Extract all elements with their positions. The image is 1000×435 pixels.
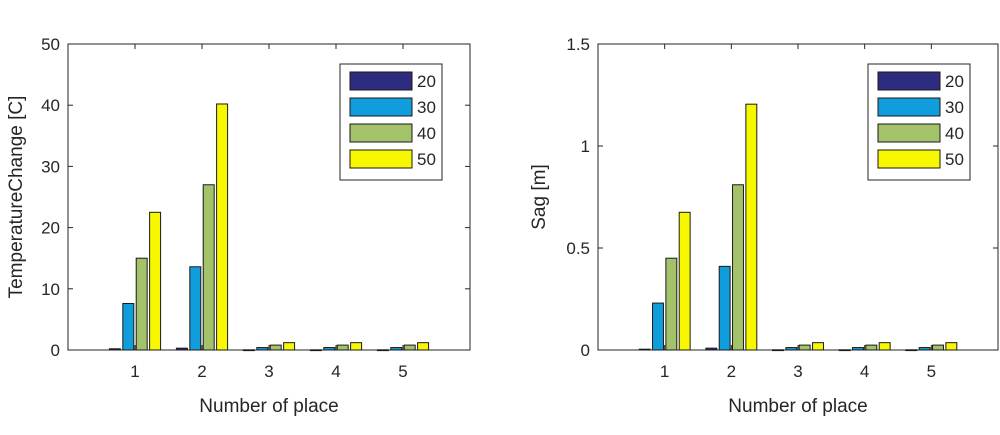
bar-series-30-cat-2 — [189, 266, 202, 351]
legend: 20 30 40 50 — [867, 63, 971, 181]
bar-series-30-cat-5 — [918, 347, 931, 351]
legend-label-50: 50 — [417, 150, 436, 169]
bar-series-50-cat-5 — [417, 342, 430, 351]
bar-series-20-cat-3 — [242, 349, 255, 352]
bar-series-20-cat-3 — [772, 349, 784, 352]
legend-label-20: 20 — [417, 72, 436, 91]
y-tick-label: 10 — [41, 280, 60, 299]
bar-series-50-cat-4 — [350, 342, 363, 351]
bar-series-30-cat-2 — [718, 265, 731, 351]
legend-swatch-50 — [349, 149, 413, 169]
bar-series-40-cat-5 — [403, 344, 416, 351]
x-tick-label: 1 — [130, 362, 139, 381]
bar-series-50-cat-4 — [878, 342, 891, 351]
x-tick-label: 1 — [660, 362, 669, 381]
y-tick-label: 20 — [41, 219, 60, 238]
x-tick-label: 4 — [331, 362, 340, 381]
bar-series-40-cat-1 — [135, 257, 148, 351]
legend: 20 30 40 50 — [339, 63, 443, 181]
bar-series-50-cat-1 — [149, 211, 162, 351]
legend-label-30: 30 — [945, 98, 964, 117]
bars — [638, 103, 958, 352]
bar-series-40-cat-2 — [732, 184, 744, 351]
bar-series-40-cat-4 — [865, 344, 878, 351]
y-tick-label: 1.5 — [566, 35, 590, 54]
legend-swatch-20 — [877, 71, 941, 91]
bar-series-20-cat-4 — [838, 349, 851, 352]
x-tick-label: 5 — [927, 362, 936, 381]
bar-series-50-cat-2 — [745, 103, 758, 351]
x-axis-label: Number of place — [199, 396, 338, 417]
legend-swatch-40 — [349, 123, 413, 143]
y-tick-label: 0 — [51, 341, 60, 360]
legend-swatch-20 — [349, 71, 413, 91]
x-tick-label: 5 — [398, 362, 407, 381]
bar-series-20-cat-1 — [108, 348, 121, 351]
bar-series-30-cat-4 — [852, 347, 864, 351]
y-axis-label: TemperatureChange [C] — [6, 96, 27, 299]
bars — [108, 103, 430, 352]
legend-swatch-30 — [877, 97, 941, 117]
x-tick-label: 3 — [264, 362, 273, 381]
legend-label-50: 50 — [945, 150, 964, 169]
bar-series-50-cat-5 — [945, 342, 958, 351]
legend-swatch-30 — [349, 97, 413, 117]
bar-series-40-cat-3 — [269, 344, 282, 351]
bar-series-30-cat-3 — [785, 347, 798, 351]
bar-series-20-cat-2 — [705, 347, 718, 351]
x-tick-label: 2 — [727, 362, 736, 381]
x-tick-label: 2 — [197, 362, 206, 381]
bar-series-20-cat-1 — [638, 348, 651, 351]
x-axis-label: Number of place — [728, 396, 867, 417]
y-tick-label: 0 — [581, 341, 590, 360]
y-tick-label: 30 — [41, 157, 60, 176]
x-tick-label: 3 — [793, 362, 802, 381]
bar-series-20-cat-5 — [905, 349, 918, 352]
y-tick-label: 40 — [41, 96, 60, 115]
y-tick-label: 50 — [41, 35, 60, 54]
bar-series-40-cat-4 — [336, 344, 349, 351]
x-tick-label: 4 — [860, 362, 869, 381]
bar-series-20-cat-4 — [309, 349, 322, 352]
legend-swatch-50 — [877, 149, 941, 169]
bar-series-30-cat-4 — [323, 347, 336, 351]
legend-label-40: 40 — [945, 124, 964, 143]
bar-series-40-cat-5 — [932, 344, 944, 351]
bar-series-50-cat-3 — [812, 342, 824, 351]
bar-series-40-cat-2 — [202, 184, 215, 351]
bar-series-30-cat-1 — [122, 302, 135, 351]
chart-1: 0 10 20 30 40 50 1 2 3 4 5 Number of place Temperatu… — [6, 35, 471, 417]
y-tick-label: 1 — [581, 137, 590, 156]
legend-label-20: 20 — [945, 72, 964, 91]
bar-series-50-cat-3 — [283, 342, 296, 351]
bar-series-30-cat-3 — [256, 347, 269, 351]
bar-series-40-cat-1 — [665, 257, 678, 351]
bar-series-30-cat-1 — [652, 302, 664, 351]
bar-series-30-cat-5 — [390, 347, 403, 351]
bar-series-20-cat-5 — [376, 349, 389, 352]
y-tick-label: 0.5 — [566, 239, 590, 258]
bar-series-50-cat-1 — [678, 211, 691, 351]
bar-series-40-cat-3 — [798, 344, 811, 351]
chart-2: 0 0.5 1 1.5 1 2 3 4 5 Number of place Sag [m] 20 30 4… — [529, 35, 999, 417]
legend-label-40: 40 — [417, 124, 436, 143]
legend-swatch-40 — [877, 123, 941, 143]
bar-series-20-cat-2 — [175, 347, 188, 351]
legend-label-30: 30 — [417, 98, 436, 117]
y-axis-label: Sag [m] — [529, 164, 550, 229]
bar-series-50-cat-2 — [216, 103, 229, 351]
